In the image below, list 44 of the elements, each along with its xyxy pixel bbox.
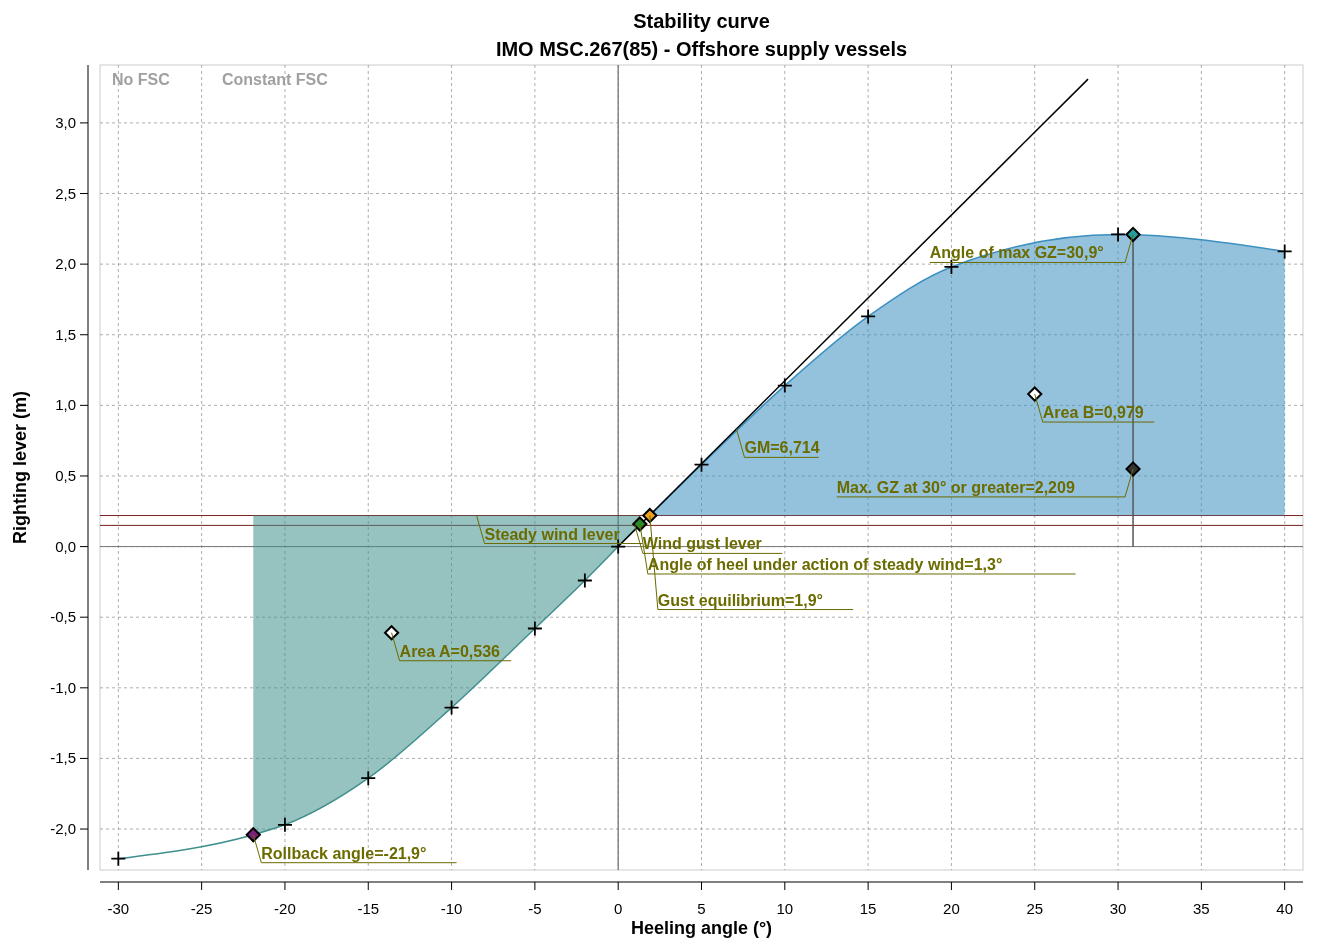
- x-tick-label: 10: [776, 900, 794, 917]
- annotation: Max. GZ at 30° or greater=2,209: [836, 478, 1075, 496]
- x-tick-label: -20: [274, 900, 296, 917]
- annotation: Steady wind lever: [484, 525, 620, 543]
- y-tick-label: 3,0: [55, 113, 76, 131]
- x-tick-label: 20: [943, 900, 960, 917]
- y-tick-label: -1,0: [50, 678, 76, 696]
- y-tick-label: -0,5: [50, 608, 76, 626]
- point: [1125, 461, 1141, 477]
- y-tick-label: 2,0: [55, 255, 76, 273]
- annotation: Area A=0,536: [399, 642, 501, 660]
- x-tick-label: -15: [357, 900, 380, 917]
- point: [1125, 226, 1141, 243]
- x-tick-label: 15: [859, 900, 877, 917]
- annotation: GM=6,714: [744, 439, 820, 457]
- y-axis-title: Righting lever (m): [10, 390, 30, 545]
- annotation: Gust equilibrium=1,9°: [657, 591, 823, 609]
- x-tick-label: 5: [697, 900, 706, 917]
- x-tick-label: 35: [1193, 900, 1210, 917]
- x-tick-label: -5: [528, 900, 542, 917]
- x-tick-label: 25: [1026, 900, 1044, 917]
- y-tick-label: 1,5: [55, 325, 76, 343]
- x-tick-label: -25: [190, 900, 213, 917]
- annotation: Area B=0,979: [1042, 404, 1144, 422]
- x-axis-title: Heeling angle (°): [630, 918, 773, 938]
- x-tick-label: 0: [614, 900, 623, 917]
- annotation: Angle of heel under action of steady wind=1,3°: [647, 555, 1003, 573]
- y-tick-label: 0,0: [55, 537, 76, 555]
- annotation: Constant FSC: [222, 71, 329, 88]
- chart-subtitle: IMO MSC.267(85) - Offshore supply vessels: [495, 38, 908, 60]
- y-tick-label: 2,5: [55, 184, 76, 202]
- y-tick-label: -2,0: [50, 820, 76, 838]
- x-tick-label: 40: [1276, 900, 1294, 917]
- y-tick-label: 1,0: [55, 396, 76, 414]
- point: [1027, 386, 1043, 402]
- x-tick-label: -10: [440, 900, 463, 917]
- y-tick-label: -1,5: [50, 749, 76, 767]
- chart-title: Stability curve: [633, 10, 770, 32]
- y-tick-label: 0,5: [55, 466, 76, 484]
- annotation: Rollback angle=-21,9°: [261, 844, 427, 862]
- annotation: Wind gust lever: [642, 535, 762, 553]
- x-tick-label: -30: [107, 900, 130, 917]
- x-tick-label: 30: [1109, 900, 1127, 917]
- annotation: No FSC: [112, 71, 171, 88]
